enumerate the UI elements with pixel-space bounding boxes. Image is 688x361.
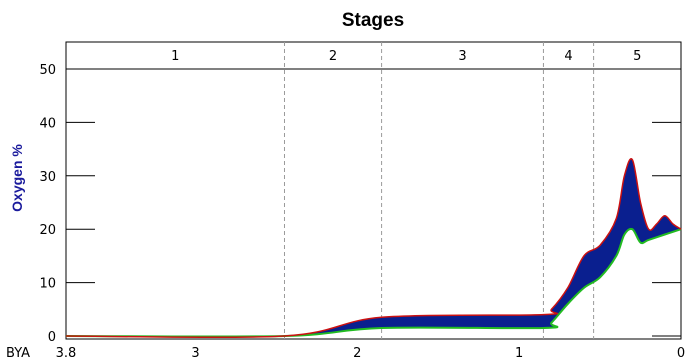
plot-frame [65,41,682,340]
x-tick-label: 1 [515,346,523,361]
upper-bound-line [65,158,682,339]
y-tick-label: 30 [39,170,56,185]
x-tick-label: 3.8 [56,346,77,361]
y-tick-label: 10 [39,277,56,292]
y-tick-label: 50 [39,63,56,78]
stage-dividers [283,42,595,339]
stage-label: 1 [171,49,179,64]
y-tick-label: 20 [39,223,56,238]
stage-label: 5 [633,49,641,64]
y-tick-label: 0 [48,330,56,345]
y-tick-label: 40 [39,116,56,131]
stage-labels: 1 2 3 4 5 [171,49,641,64]
y-axis-title: Oxygen % [9,144,25,212]
lower-bound-line [65,227,682,338]
stage-label: 3 [458,49,466,64]
y-axis-tick-labels: 0 10 20 30 40 50 [39,63,56,345]
x-tick-label: 3 [191,346,199,361]
stage-label: 2 [329,49,337,64]
x-tick-label: 0 [677,346,685,361]
chart-title: Stages [342,10,404,31]
oxygen-range-area [66,158,681,338]
x-tick-label: 2 [353,346,361,361]
x-axis-unit-label: BYA [6,346,30,361]
y-axis-ticks [66,68,681,337]
series-layer [65,158,682,339]
stage-label: 4 [564,49,572,64]
x-axis-tick-labels: 3.8 3 2 1 0 [56,346,685,361]
